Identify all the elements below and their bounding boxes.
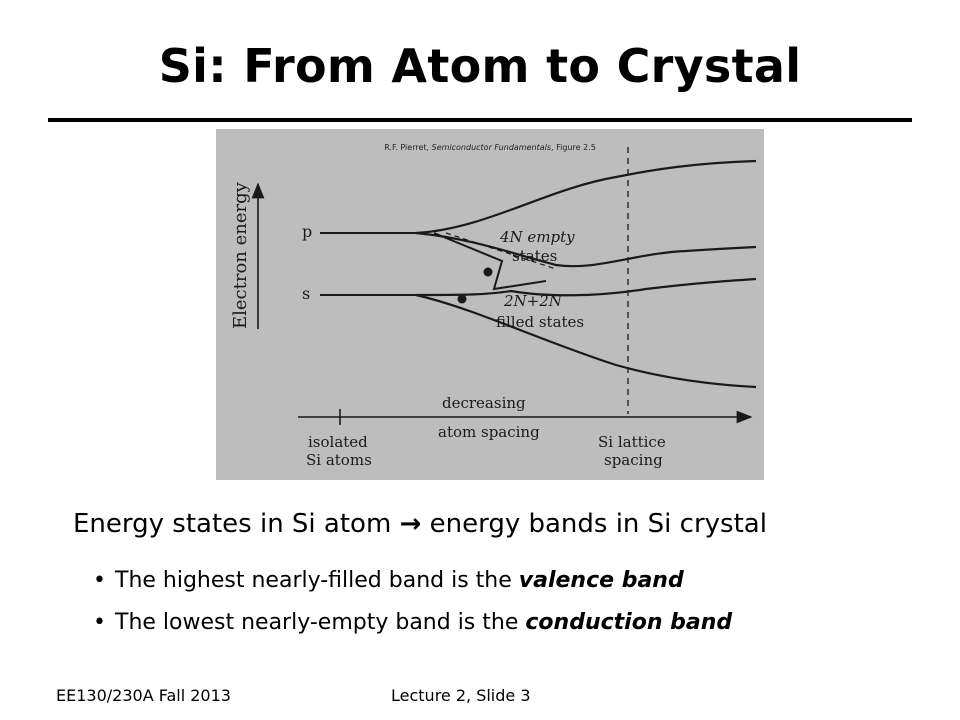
- caption-author: R.F. Pierret,: [384, 143, 432, 152]
- level-s-label: s: [302, 284, 310, 303]
- conduction-band-bottom: [415, 231, 757, 268]
- filled-states-line1: 2N+2N: [503, 292, 563, 310]
- valence-band-bottom: [415, 293, 757, 389]
- figure-caption: R.F. Pierret, Semiconductor Fundamentals…: [216, 143, 764, 152]
- right-arrow-icon: →: [399, 509, 422, 539]
- lattice-label-line1: Si lattice: [598, 433, 666, 451]
- footer-slide-number: Lecture 2, Slide 3: [391, 686, 531, 705]
- level-p-label: p: [302, 222, 312, 241]
- valence-band-top: [415, 277, 757, 297]
- filled-states-line2: filled states: [496, 313, 584, 331]
- energy-band-figure: Electron energy p s 4N empty states 2N+2…: [216, 129, 764, 480]
- isolated-label-line2: Si atoms: [306, 451, 372, 469]
- bullet-text: The highest nearly-filled band is the: [115, 568, 519, 593]
- arrow-label-line1: decreasing: [442, 394, 526, 412]
- empty-states-dot: [483, 267, 493, 277]
- bullet-list: The highest nearly-filled band is the va…: [93, 560, 733, 644]
- empty-states-line2: states: [512, 247, 557, 265]
- caption-book-title: Semiconductor Fundamentals: [431, 143, 552, 152]
- lead-text-start: Energy states in Si atom: [73, 509, 400, 539]
- bullet-emphasis: conduction band: [525, 610, 733, 635]
- footer-course: EE130/230A Fall 2013: [56, 686, 231, 705]
- y-axis-label: Electron energy: [230, 181, 251, 329]
- conduction-band-top: [415, 159, 757, 235]
- caption-figure-number: , Figure 2.5: [551, 143, 596, 152]
- lattice-label-line2: spacing: [604, 451, 663, 469]
- band-crossing-dashed: [445, 232, 557, 270]
- bullet-valence: The highest nearly-filled band is the va…: [93, 560, 732, 602]
- slide-title: Si: From Atom to Crystal: [158, 39, 802, 93]
- empty-states-line1: 4N empty: [499, 228, 575, 246]
- arrow-label-line2: atom spacing: [438, 423, 540, 441]
- isolated-label-line1: isolated: [308, 433, 368, 451]
- bullet-conduction: The lowest nearly-empty band is the cond…: [93, 602, 733, 644]
- bullet-text: The lowest nearly-empty band is the: [115, 610, 526, 635]
- energy-band-diagram: Electron energy p s 4N empty states 2N+2…: [230, 147, 757, 469]
- title-underline: [48, 118, 912, 122]
- band-crossing-line: [433, 232, 547, 291]
- filled-states-dot: [457, 294, 467, 304]
- lead-text-end: energy bands in Si crystal: [421, 509, 767, 539]
- bullet-emphasis: valence band: [518, 568, 684, 593]
- lead-statement: Energy states in Si atom → energy bands …: [73, 506, 767, 542]
